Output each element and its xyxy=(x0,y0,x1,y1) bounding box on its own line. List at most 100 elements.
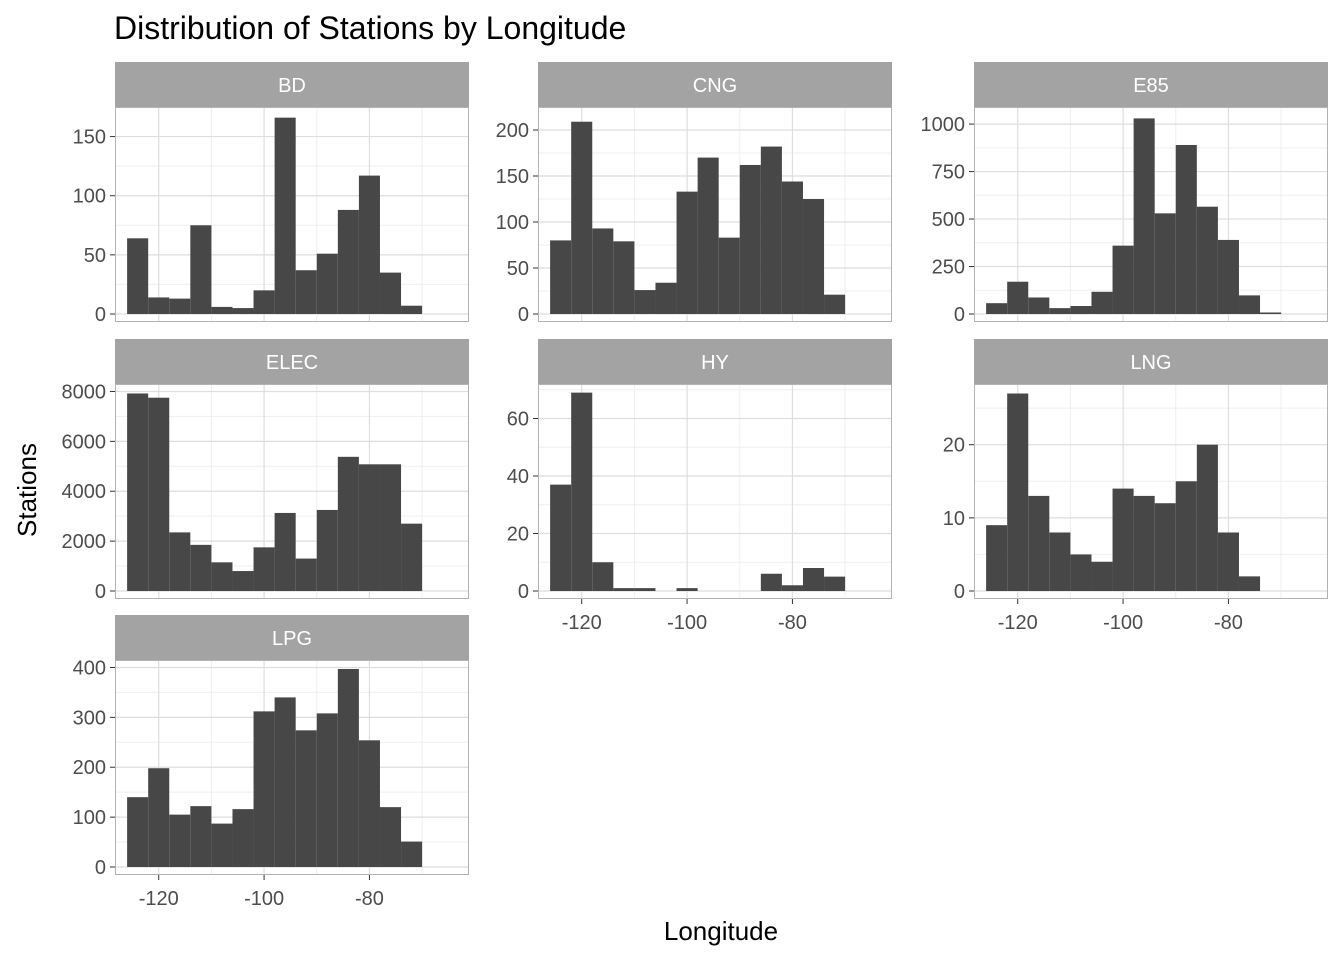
histogram-bar xyxy=(295,270,317,314)
histogram-bar xyxy=(634,588,656,591)
histogram-bar xyxy=(824,294,846,314)
histogram-bar xyxy=(676,588,698,591)
histogram-bar xyxy=(1112,245,1134,314)
y-tick-label: 20 xyxy=(943,435,965,457)
histogram-bar xyxy=(295,558,317,591)
facet-panel-lpg: LPG 0 100 200 300 400 -120 -100 -80 xyxy=(73,615,469,910)
y-tick-label: 8000 xyxy=(62,381,107,403)
y-tick-label: 250 xyxy=(932,257,965,279)
histogram-bar xyxy=(358,740,380,867)
facet-panel-bd: BD 0 50 100 150 xyxy=(73,62,469,326)
histogram-bar xyxy=(1196,206,1218,314)
histogram-bar xyxy=(739,164,761,314)
histogram-bar xyxy=(274,117,296,314)
y-tick-label: 0 xyxy=(518,581,529,603)
facet-strip-label: LNG xyxy=(1130,352,1171,374)
facet-strip xyxy=(115,62,469,107)
histogram-bar xyxy=(1154,213,1176,314)
y-tick-label: 150 xyxy=(73,127,106,149)
histogram-bar xyxy=(1112,488,1134,591)
histogram-bar xyxy=(802,568,825,591)
y-tick-label: 20 xyxy=(507,524,529,546)
y-tick-label: 0 xyxy=(95,581,106,603)
histogram-bar xyxy=(169,814,191,867)
histogram-bar xyxy=(358,175,380,314)
y-tick-label: 300 xyxy=(73,707,106,729)
panel-border xyxy=(974,107,1328,322)
histogram-bar xyxy=(1154,503,1176,591)
panel-border xyxy=(974,384,1328,599)
panel-border xyxy=(538,107,892,322)
y-tick-label: 60 xyxy=(507,409,529,431)
histogram-bar xyxy=(169,532,191,591)
histogram-bar xyxy=(1238,295,1261,314)
histogram-bar xyxy=(1049,532,1071,591)
histogram-bar xyxy=(253,547,275,591)
x-tick-label: -120 xyxy=(139,888,179,910)
histogram-bar xyxy=(1217,239,1239,314)
y-tick-label: 0 xyxy=(954,304,965,326)
y-tick-label: 2000 xyxy=(62,531,107,553)
histogram-bar xyxy=(211,823,233,867)
panel-border xyxy=(115,384,469,599)
histogram-bar xyxy=(550,484,572,591)
histogram-bar xyxy=(571,392,593,591)
y-axis-title: Stations xyxy=(12,443,42,537)
y-tick-label: 200 xyxy=(496,120,529,142)
x-tick-label: -100 xyxy=(244,888,284,910)
y-tick-label: 750 xyxy=(932,162,965,184)
histogram-bar xyxy=(358,464,380,591)
facet-strip xyxy=(115,339,469,384)
x-tick-label: -100 xyxy=(1103,612,1143,634)
y-tick-label: 0 xyxy=(518,304,529,326)
histogram-bar xyxy=(253,711,275,867)
histogram-bar xyxy=(634,290,656,314)
facet-panel-cng: CNG 0 50 100 150 200 xyxy=(496,62,892,326)
y-tick-label: 10 xyxy=(943,508,965,530)
x-tick-label: -120 xyxy=(562,612,602,634)
facet-panel-elec: ELEC 0 2000 4000 6000 8000 xyxy=(62,339,469,603)
histogram-bar xyxy=(592,562,614,591)
histogram-bar xyxy=(274,512,296,591)
facet-strip-label: E85 xyxy=(1133,75,1169,97)
histogram-bar xyxy=(211,306,233,314)
facet-panels: BD050100150CNG050100150200E8502505007501… xyxy=(62,62,1328,910)
histogram-bar xyxy=(781,181,803,314)
panel-border xyxy=(115,660,469,875)
histogram-bar xyxy=(1260,312,1282,314)
histogram-bar xyxy=(253,290,275,314)
histogram-bar xyxy=(1091,561,1113,591)
histogram-bar xyxy=(190,544,212,591)
histogram-bar xyxy=(148,397,170,591)
histogram-bar xyxy=(676,191,698,314)
y-tick-label: 100 xyxy=(73,807,106,829)
histogram-bar xyxy=(274,697,296,867)
histogram-bar xyxy=(232,809,254,867)
facet-strip-label: BD xyxy=(278,75,306,97)
panel-border xyxy=(538,384,892,599)
histogram-bar xyxy=(1007,393,1029,591)
histogram-bar xyxy=(824,576,846,591)
histogram-bar xyxy=(295,730,317,867)
y-tick-label: 100 xyxy=(496,212,529,234)
histogram-bar xyxy=(986,303,1008,314)
histogram-bar xyxy=(1175,144,1197,314)
facet-strip xyxy=(538,62,892,107)
histogram-bar xyxy=(379,272,402,314)
panel-border xyxy=(115,107,469,322)
histogram-bar xyxy=(127,238,149,314)
histogram-bar xyxy=(1070,554,1092,591)
y-tick-label: 4000 xyxy=(62,481,107,503)
histogram-bar xyxy=(316,509,338,591)
facet-strip xyxy=(974,62,1328,107)
y-tick-label: 0 xyxy=(95,304,106,326)
histogram-bar xyxy=(760,573,782,591)
histogram-bar xyxy=(127,797,149,867)
y-tick-label: 50 xyxy=(507,258,529,280)
histogram-bar xyxy=(613,588,635,591)
x-tick-label: -120 xyxy=(998,612,1038,634)
histogram-bar xyxy=(1238,576,1261,591)
histogram-bar xyxy=(571,121,593,314)
facet-strip-label: LPG xyxy=(272,628,312,650)
facet-strip xyxy=(115,615,469,660)
